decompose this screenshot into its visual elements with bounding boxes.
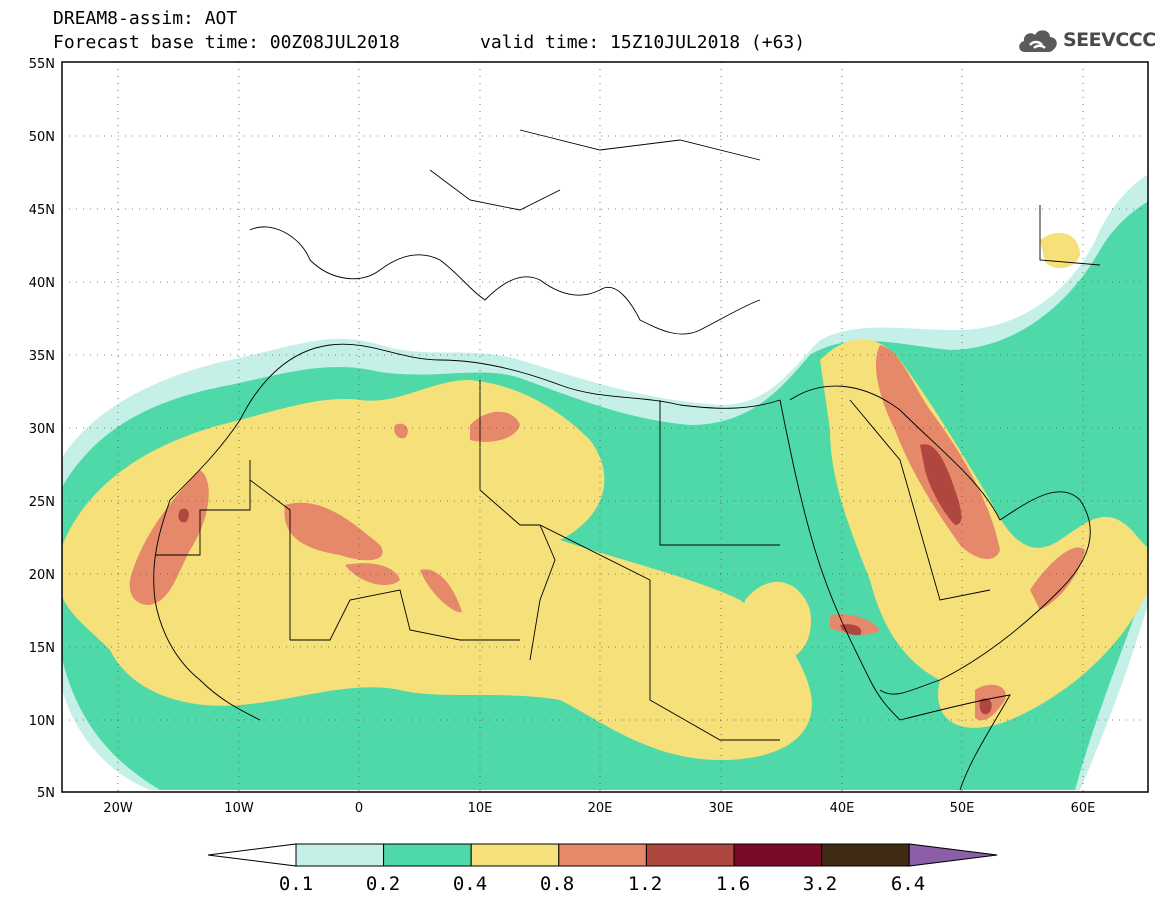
colorbar-swatch — [558, 843, 647, 867]
lat-tick-label: 25N — [29, 495, 55, 510]
lat-tick-label: 55N — [29, 57, 55, 72]
aot-band-0.8 — [345, 563, 400, 585]
aot-band-1.2 — [840, 624, 862, 636]
aot-band-0.8 — [830, 614, 880, 635]
colorbar-swatch — [645, 843, 735, 867]
coastline-arabia — [789, 385, 1091, 695]
base-time-label: Forecast base time: 00Z08JUL2018 — [53, 32, 400, 53]
lon-tick-label: 20W — [103, 801, 133, 816]
colorbar-swatch — [383, 843, 472, 867]
colorbar-level-label: 0.8 — [540, 873, 574, 895]
colorbar-swatch — [295, 843, 385, 867]
coastline-horn — [899, 694, 1011, 791]
seevccc-logo: SEEVCCC — [1017, 23, 1156, 57]
colorbar-swatch — [821, 843, 910, 867]
aot-band-0.4 — [1040, 232, 1080, 269]
lon-tick-label: 10W — [224, 801, 254, 816]
colorbar-over-triangle — [908, 843, 998, 867]
aot-band-0.8 — [420, 569, 462, 613]
aot-band-1.2 — [979, 698, 992, 715]
colorbar-level-label: 1.2 — [628, 873, 662, 895]
model-title: DREAM8-assim: AOT — [53, 8, 238, 29]
coastline-africa-west — [153, 419, 261, 721]
colorbar-swatch — [470, 843, 560, 867]
border-line — [479, 380, 651, 640]
border-line — [1039, 205, 1101, 266]
aot-band-1.2 — [920, 444, 962, 525]
colorbar-level-label: 0.4 — [453, 873, 487, 895]
lat-tick-label: 40N — [29, 276, 55, 291]
lon-tick-label: 0 — [355, 801, 363, 816]
border-line — [429, 169, 561, 211]
colorbar-swatch — [733, 843, 823, 867]
coastline-red-sea — [779, 399, 901, 721]
colorbar-level-label: 0.1 — [279, 873, 313, 895]
border-line — [155, 460, 251, 556]
colorbar-under-triangle — [207, 843, 297, 867]
lon-tick-label: 60E — [1071, 801, 1096, 816]
border-line — [249, 479, 291, 640]
coastlines-and-borders — [153, 129, 1101, 791]
coastline-africa-north — [239, 343, 781, 421]
colorbar-level-label: 6.4 — [891, 873, 925, 895]
lat-tick-label: 20N — [29, 568, 55, 583]
lat-tick-label: 35N — [29, 349, 55, 364]
aot-band-0.8 — [129, 470, 209, 605]
lon-tick-label: 10E — [468, 801, 493, 816]
coastline-europe — [249, 226, 761, 335]
gridlines — [62, 62, 1148, 792]
border-line — [659, 400, 780, 546]
lon-tick-label: 30E — [709, 801, 734, 816]
logo-text: SEEVCCC — [1063, 29, 1156, 51]
lon-tick-label: 20E — [588, 801, 613, 816]
lat-tick-label: 10N — [29, 714, 55, 729]
border-line — [290, 589, 520, 641]
cloud-icon — [1019, 30, 1057, 52]
aot-band-0.4 — [62, 380, 812, 760]
lat-tick-label: 30N — [29, 422, 55, 437]
lon-tick-label: 40E — [830, 801, 855, 816]
border-line — [529, 524, 556, 661]
lon-tick-label: 50E — [950, 801, 975, 816]
map-frame — [61, 61, 1149, 793]
valid-time-label: valid time: 15Z10JUL2018 (+63) — [480, 32, 806, 53]
aot-band-1.2 — [178, 508, 189, 523]
lon-axis: 20W 10W 0 10E 20E 30E 40E 50E 60E — [103, 801, 1095, 816]
lat-tick-label: 15N — [29, 641, 55, 656]
border-line — [849, 399, 991, 601]
aot-band-0.4 — [744, 581, 811, 660]
aot-band-0.8 — [1030, 547, 1085, 610]
aot-field — [62, 174, 1148, 790]
colorbar-level-label: 3.2 — [803, 873, 837, 895]
lat-tick-label: 45N — [29, 203, 55, 218]
lat-tick-label: 50N — [29, 130, 55, 145]
colorbar-level-label: 1.6 — [716, 873, 750, 895]
aot-band-0.8 — [470, 411, 520, 442]
lat-axis: 55N 50N 45N 40N 35N 30N 25N 20N 15N 10N … — [29, 57, 55, 801]
border-line — [519, 129, 761, 161]
colorbar-level-label: 0.2 — [366, 873, 400, 895]
aot-band-0.8 — [284, 502, 383, 561]
aot-band-0.8 — [875, 345, 1000, 560]
lat-tick-label: 5N — [37, 786, 55, 801]
aot-band-0.8 — [394, 423, 408, 439]
